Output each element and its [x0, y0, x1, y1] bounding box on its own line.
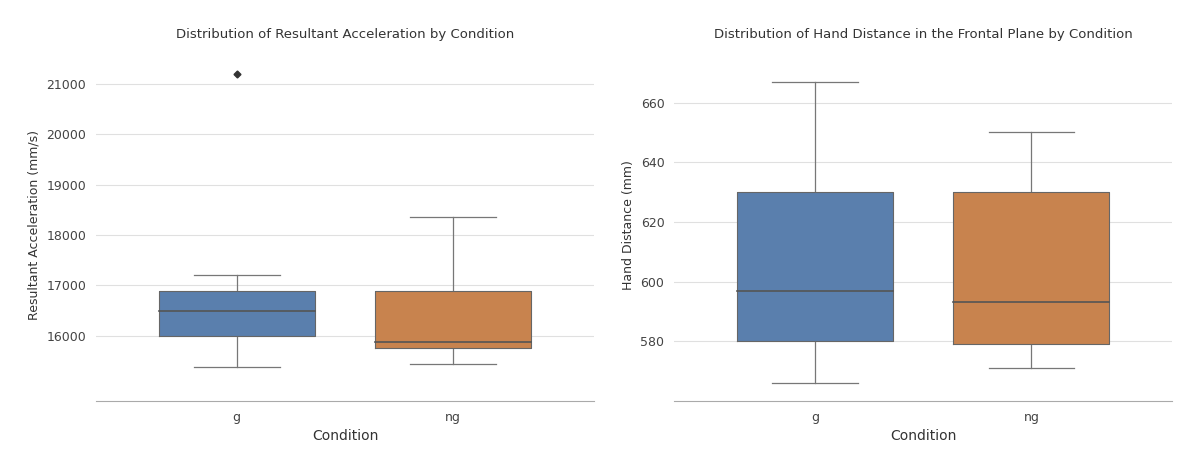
Title: Distribution of Resultant Acceleration by Condition: Distribution of Resultant Acceleration b…	[176, 28, 514, 41]
Y-axis label: Resultant Acceleration (mm/s): Resultant Acceleration (mm/s)	[28, 130, 41, 320]
X-axis label: Condition: Condition	[890, 429, 956, 443]
X-axis label: Condition: Condition	[312, 429, 378, 443]
Title: Distribution of Hand Distance in the Frontal Plane by Condition: Distribution of Hand Distance in the Fro…	[714, 28, 1133, 41]
Y-axis label: Hand Distance (mm): Hand Distance (mm)	[622, 160, 635, 290]
